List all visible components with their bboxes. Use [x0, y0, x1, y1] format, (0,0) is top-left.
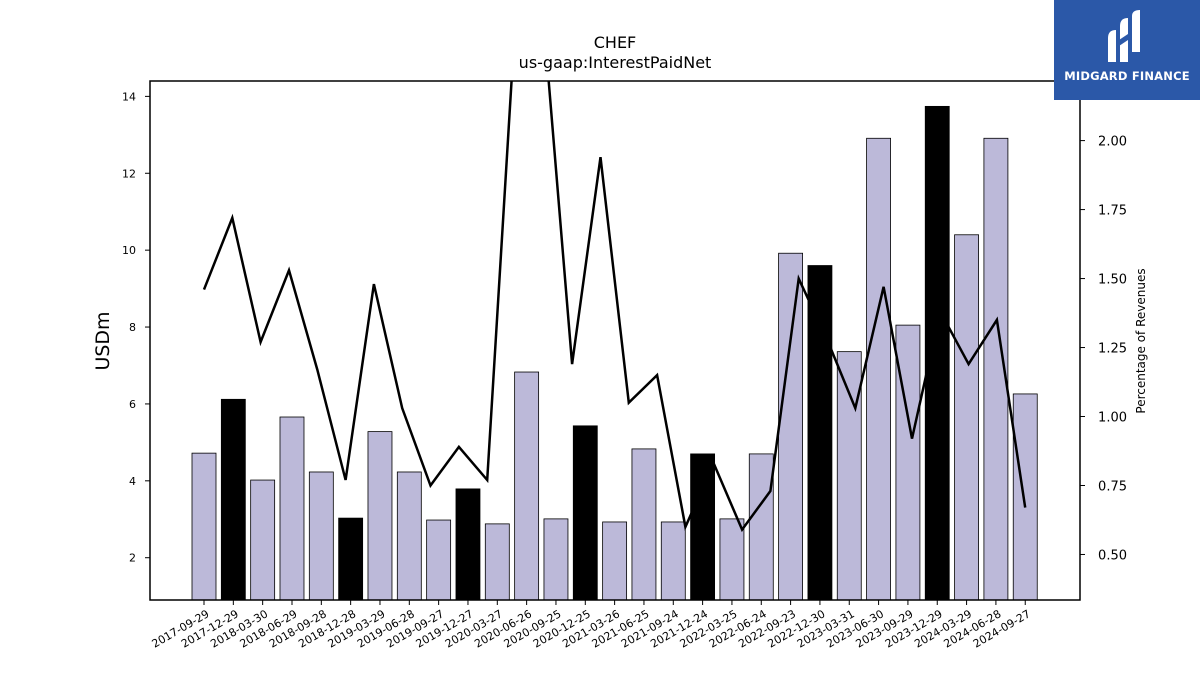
- right-y-tick-label: 2.00: [1098, 135, 1127, 150]
- bar: [367, 431, 393, 601]
- y-tick-label: 6: [129, 398, 136, 411]
- bar: [807, 265, 833, 601]
- bar: [719, 518, 745, 601]
- y-tick-label: 12: [122, 167, 136, 180]
- bar: [1012, 393, 1038, 601]
- bar: [778, 252, 803, 601]
- bar: [690, 453, 716, 601]
- right-y-axis-label: Percentage of Revenues: [1134, 268, 1148, 413]
- right-y-tick-label: 1.00: [1098, 411, 1127, 426]
- right-y-axis: 0.50 0.75 1.00 1.25 1.50 1.75 2.00: [1080, 135, 1127, 563]
- ratio-line: [202, 81, 1027, 533]
- logo-text: MIDGARD FINANCE: [1064, 69, 1190, 83]
- y-tick-label: 8: [129, 321, 136, 334]
- bar: [631, 448, 657, 601]
- bar: [396, 471, 422, 601]
- y-tick-label: 14: [122, 90, 136, 103]
- bar: [954, 234, 979, 601]
- bar: [484, 523, 510, 601]
- bar: [308, 471, 334, 601]
- right-y-tick-label: 1.25: [1098, 342, 1127, 357]
- bar: [924, 105, 950, 601]
- right-y-tick-label: 1.75: [1098, 204, 1127, 219]
- left-y-axis: 2 4 6 8 10 12 14: [122, 90, 150, 565]
- bar: [836, 351, 862, 601]
- bar: [426, 519, 452, 601]
- bar: [748, 453, 774, 601]
- y-tick-label: 2: [129, 552, 136, 565]
- right-y-tick-label: 1.50: [1098, 273, 1127, 288]
- brand-logo: MIDGARD FINANCE: [1054, 0, 1200, 100]
- bar-series: [191, 105, 1038, 601]
- logo-mark-icon: [1108, 10, 1140, 62]
- right-y-tick-label: 0.50: [1098, 548, 1127, 563]
- bar: [602, 521, 628, 601]
- y-tick-label: 4: [129, 475, 136, 488]
- y-axis-label: USDm: [92, 311, 114, 370]
- bar: [338, 517, 364, 601]
- right-y-tick-label: 0.75: [1098, 479, 1127, 494]
- bar: [455, 488, 481, 601]
- x-axis: 2017-09-292017-12-292018-03-302018-06-29…: [150, 600, 1033, 651]
- bar: [220, 398, 246, 601]
- bar: [543, 518, 569, 601]
- chart-subtitle: us-gaap:InterestPaidNet: [519, 53, 712, 72]
- bar: [250, 479, 276, 601]
- bar: [660, 521, 686, 601]
- chart-title: CHEF: [594, 33, 637, 52]
- bar: [572, 425, 598, 601]
- bar: [866, 137, 891, 601]
- bar: [514, 371, 540, 601]
- bar: [191, 452, 217, 601]
- y-tick-label: 10: [122, 244, 136, 257]
- ratio-line-series: [202, 81, 1027, 533]
- bar: [279, 416, 305, 601]
